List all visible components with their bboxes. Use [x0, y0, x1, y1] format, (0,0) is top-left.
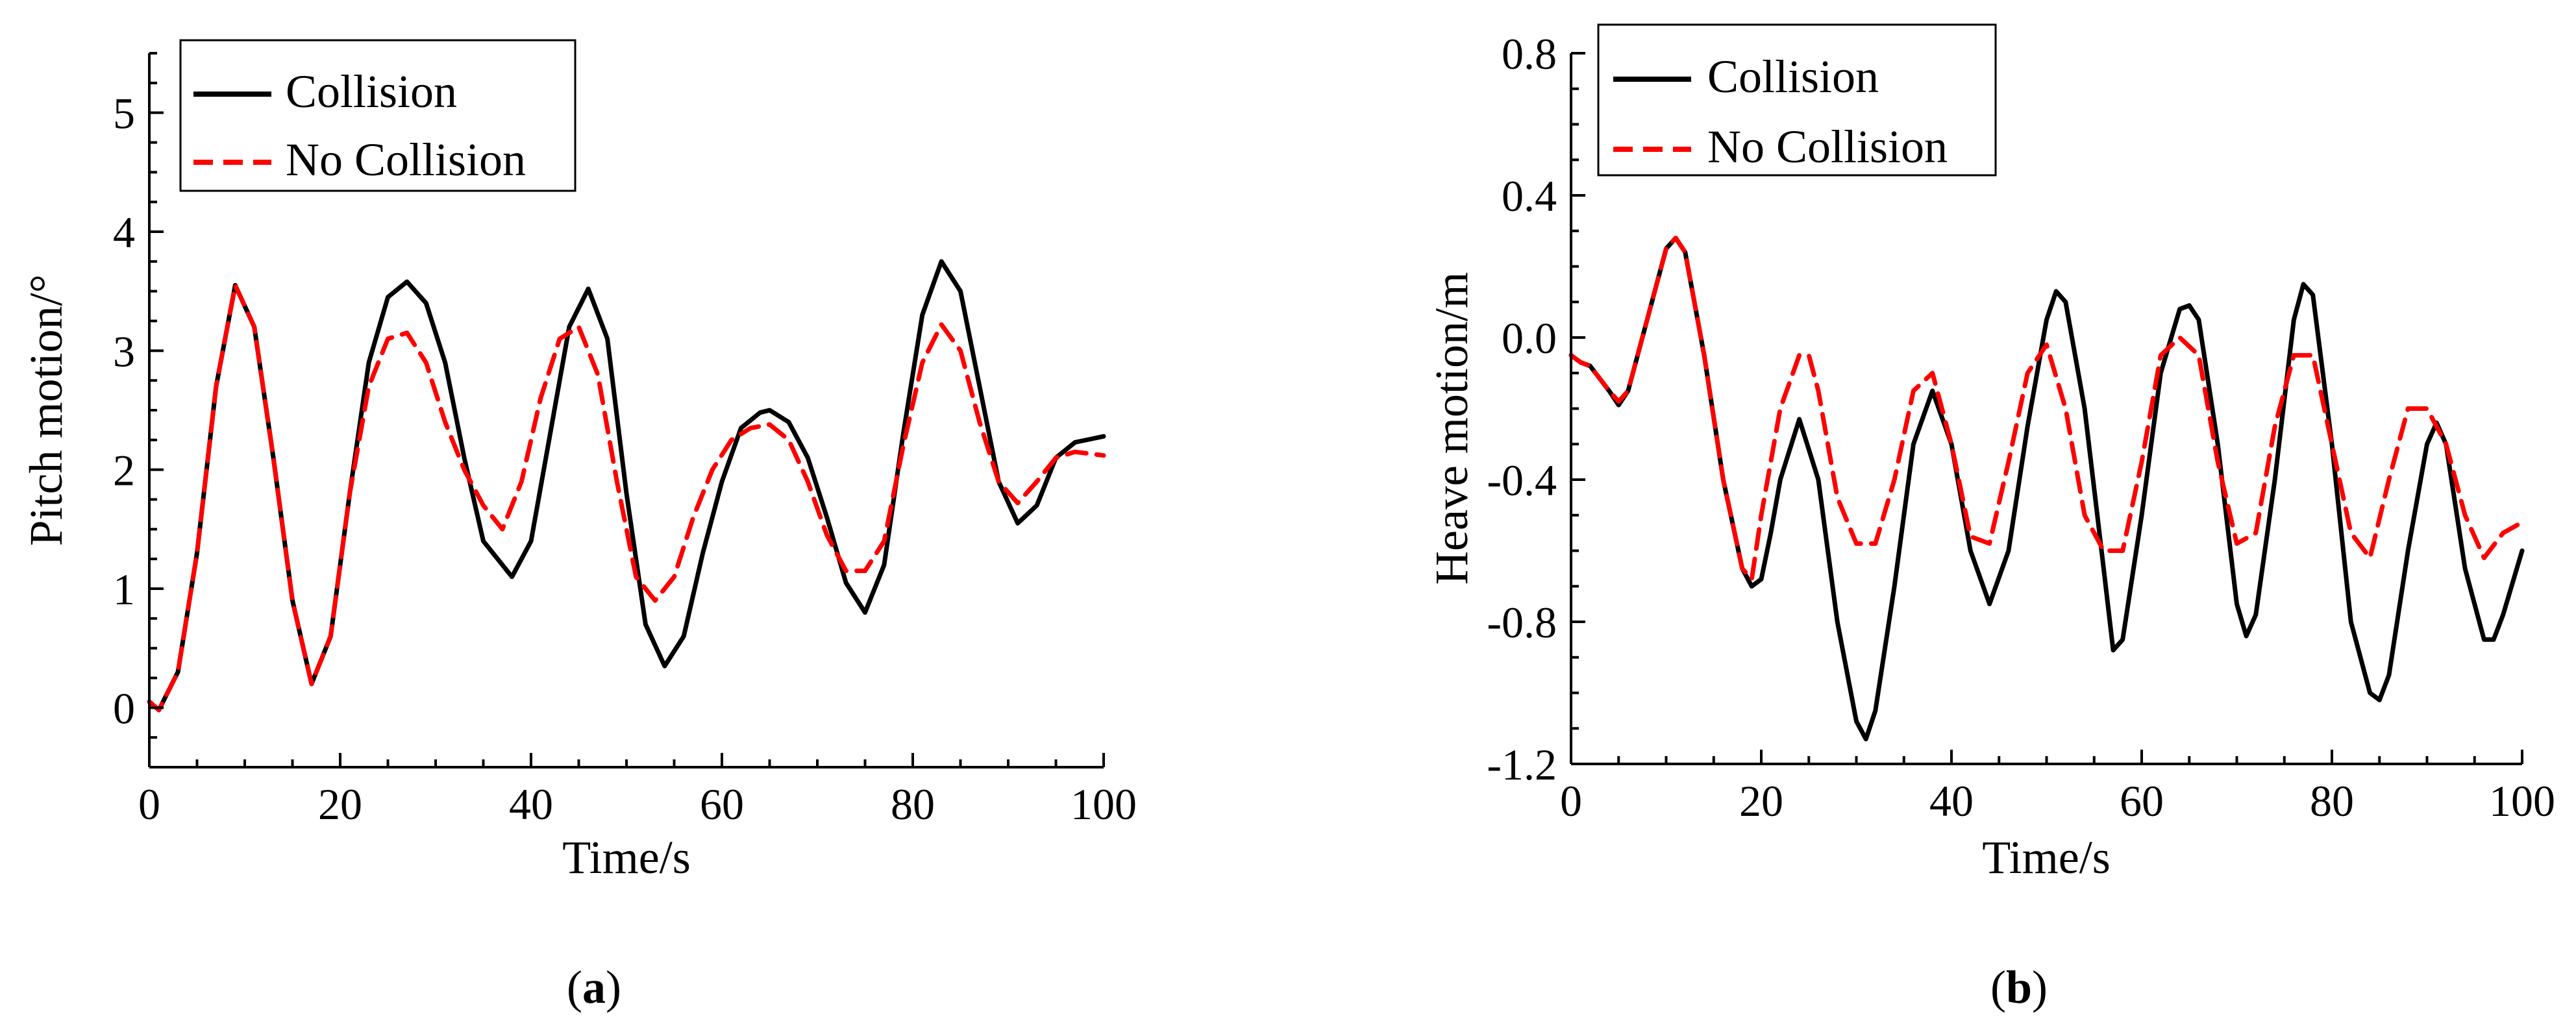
legend-label-no-collision-a: No Collision — [286, 134, 526, 186]
x-tick-label-b: 20 — [1739, 776, 1783, 826]
y-tick-label-b: 0.4 — [1502, 171, 1557, 221]
legend-label-collision-b: Collision — [1707, 51, 1879, 103]
y-tick-label-b: -0.8 — [1487, 598, 1557, 647]
legend-label-no-collision-b: No Collision — [1707, 121, 1948, 173]
y-axis-title-b: Heave motion/m — [1426, 272, 1478, 585]
x-tick-label-b: 0 — [1560, 776, 1582, 826]
legend-a: Collision No Collision — [179, 39, 576, 192]
y-tick-label-a: 0 — [113, 683, 135, 733]
y-tick-label-a: 1 — [113, 565, 135, 614]
caption-b: (b) — [1990, 961, 2048, 1013]
x-axis-title-b: Time/s — [1982, 831, 2110, 883]
series-line-no-collision-a — [147, 283, 1106, 713]
caption-a: (a) — [567, 961, 621, 1013]
y-tick-label-a: 4 — [113, 208, 135, 257]
x-tick-label-b: 60 — [2120, 776, 2164, 826]
x-tick-label-a: 100 — [1071, 780, 1137, 829]
x-tick-label-a: 20 — [318, 780, 362, 829]
x-tick-label-a: 80 — [891, 780, 935, 829]
legend-box-b — [1597, 23, 1997, 177]
y-tick-label-a: 2 — [113, 446, 135, 495]
caption-b-label: b — [2006, 961, 2032, 1013]
ticks-b: 0 20 40 60 80 100 -1.2 -0.8 -0.4 0.0 0.4 0.8 — [1487, 29, 2555, 826]
caption-a-label: a — [582, 961, 606, 1013]
y-tick-label-b: -1.2 — [1487, 740, 1557, 789]
series-layer-b — [1568, 236, 2525, 742]
x-tick-label-b: 100 — [2489, 776, 2555, 826]
x-tick-label-b: 40 — [1929, 776, 1974, 826]
legend-box-a — [179, 39, 576, 192]
x-tick-label-a: 0 — [138, 780, 160, 829]
x-tick-label-b: 80 — [2310, 776, 2354, 826]
panel-b: 0 20 40 60 80 100 -1.2 -0.8 -0.4 0.0 0.4 0.8 Time/s… — [1426, 23, 2555, 1013]
x-axis-title-a: Time/s — [562, 831, 690, 883]
x-tick-label-a: 60 — [700, 780, 744, 829]
series-layer-a — [147, 259, 1106, 713]
ticks-a: 0 20 40 60 80 100 0 1 2 3 4 5 — [113, 52, 1137, 829]
panel-a: 0 20 40 60 80 100 0 1 2 3 4 5 Time/s Pitch motion/°… — [20, 39, 1137, 1013]
x-tick-label-a: 40 — [509, 780, 553, 829]
y-tick-label-a: 3 — [113, 326, 135, 376]
legend-b: Collision No Collision — [1597, 23, 1997, 177]
series-line-no-collision-b — [1568, 236, 2525, 582]
legend-label-collision-a: Collision — [286, 66, 457, 117]
y-tick-label-b: -0.4 — [1487, 456, 1557, 505]
y-tick-label-b: 0.0 — [1502, 313, 1557, 363]
y-axis-title-a: Pitch motion/° — [20, 275, 72, 547]
y-tick-label-b: 0.8 — [1502, 29, 1557, 79]
y-tick-label-a: 5 — [113, 89, 135, 138]
